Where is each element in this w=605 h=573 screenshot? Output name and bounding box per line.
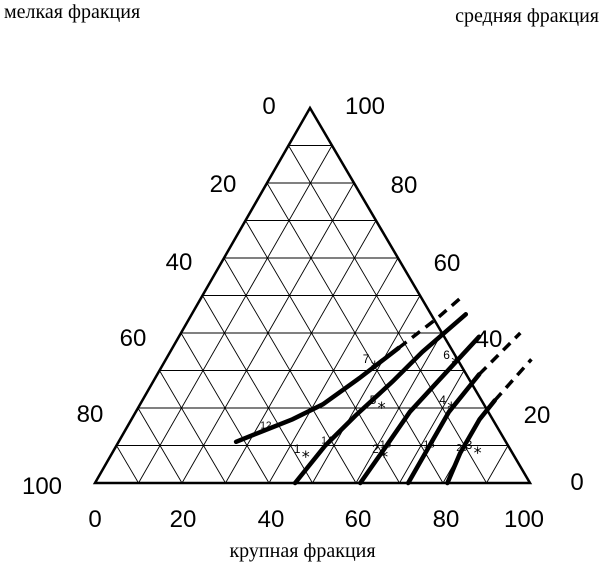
tick-bottom: 80 — [433, 506, 460, 533]
grid-line-fine — [137, 407, 183, 484]
tick-left: 100 — [22, 473, 62, 500]
tick-right: 60 — [434, 250, 461, 277]
points: *1 *2 *3*4*5*6*7 — [294, 348, 482, 466]
tick-right: 100 — [345, 93, 385, 120]
tick-left: 80 — [77, 401, 104, 428]
grid-lines — [116, 145, 509, 484]
left-axis-ticks: 0 20 40 60 80 100 — [22, 93, 276, 500]
grid-line-fine — [288, 145, 487, 484]
grid-line-fine — [116, 445, 139, 484]
curve-16 — [358, 334, 482, 486]
point-marker: * — [371, 357, 379, 376]
tick-right: 20 — [524, 402, 551, 429]
tick-bottom: 60 — [345, 506, 372, 533]
grid-line-fine — [159, 370, 226, 484]
triangle-outline — [92, 105, 533, 485]
curve-label: 20 — [456, 443, 468, 454]
tick-left: 0 — [262, 93, 275, 120]
coarse-fraction-label: крупная фракция — [229, 540, 376, 562]
fine-fraction-label: мелкая фракция — [4, 1, 141, 23]
grid-line-coarse — [312, 295, 421, 484]
medium-fraction-label: средняя фракция — [455, 5, 599, 27]
tick-bottom: 20 — [170, 506, 197, 533]
curve-20 — [445, 398, 497, 486]
grid-line-fine — [202, 295, 313, 484]
point-label: 6 — [443, 348, 450, 362]
point-marker: * — [378, 398, 386, 417]
point-marker: * — [447, 398, 455, 417]
curve-12 — [233, 345, 401, 445]
right-axis-ticks: 100 80 60 40 20 0 — [345, 93, 584, 496]
curve-14 — [292, 312, 469, 486]
point-marker: * — [451, 353, 459, 372]
bottom-axis-ticks: 0 20 40 60 80 100 — [88, 506, 544, 533]
grid-line-coarse — [225, 220, 377, 484]
grid-line-coarse — [355, 332, 443, 484]
point-marker: * — [302, 447, 310, 466]
tick-right: 0 — [570, 469, 583, 496]
curve-dashed — [493, 358, 533, 402]
curve-label: 14 — [321, 436, 333, 447]
point-marker: * — [380, 447, 388, 466]
point-label: 7 — [363, 352, 370, 366]
curve-label: 18 — [424, 439, 436, 450]
grid-line-fine — [180, 332, 270, 484]
curve-label: 12 — [260, 421, 272, 432]
curve-dashed — [477, 331, 522, 376]
point-marker: * — [474, 443, 482, 462]
point-label: 3 — [466, 438, 473, 452]
tick-bottom: 40 — [258, 506, 285, 533]
tick-bottom: 100 — [504, 506, 544, 533]
tick-right: 40 — [476, 326, 503, 353]
point-label: 4 — [439, 393, 446, 407]
point-label: 2 — [372, 442, 379, 456]
grid-line-coarse — [486, 445, 509, 484]
point-label: 5 — [370, 393, 377, 407]
point-label: 1 — [294, 442, 301, 456]
grid-line-coarse — [399, 370, 465, 484]
tick-bottom: 0 — [88, 506, 101, 533]
grid-line-coarse — [138, 145, 333, 484]
grid-line-fine — [245, 220, 400, 484]
tick-left: 20 — [210, 171, 237, 198]
curve-dashed — [397, 294, 465, 350]
curve-label: 16 — [380, 439, 392, 450]
curve-18 — [405, 372, 482, 486]
tick-left: 40 — [166, 249, 193, 276]
tick-right: 80 — [391, 172, 418, 199]
tick-left: 60 — [120, 325, 147, 352]
